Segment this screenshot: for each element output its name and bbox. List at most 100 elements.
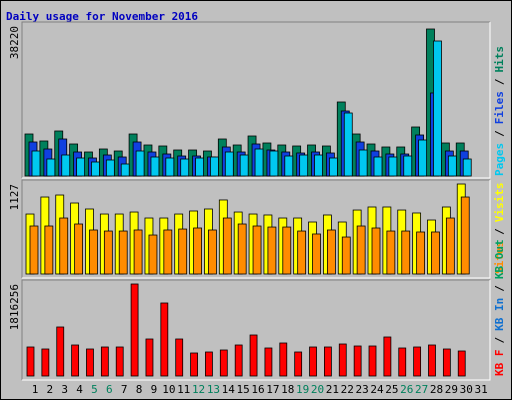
bar — [297, 230, 307, 275]
bar — [118, 230, 128, 275]
bar — [193, 227, 202, 275]
bar — [180, 158, 190, 177]
bar — [386, 230, 396, 275]
bar — [103, 230, 113, 275]
bar — [205, 351, 213, 377]
bar — [74, 223, 84, 275]
x-tick-label: 5 — [91, 383, 98, 396]
bar — [195, 157, 204, 177]
bar — [403, 155, 413, 177]
bar — [89, 229, 98, 275]
bar — [46, 158, 56, 177]
legend-separator: / — [493, 337, 506, 344]
bar — [178, 228, 188, 275]
x-tick-label: 10 — [162, 383, 175, 396]
bar — [284, 155, 294, 177]
legend-entry: KB Out — [493, 239, 506, 279]
chart-title: Daily usage for November 2016 — [6, 10, 198, 23]
bar — [133, 229, 143, 275]
y-tick-label: 1127 — [8, 184, 21, 211]
bar — [237, 223, 247, 275]
bar — [71, 344, 80, 377]
x-tick-label: 17 — [266, 383, 279, 396]
bar — [445, 217, 455, 275]
bar — [457, 350, 466, 377]
panel-border — [21, 21, 490, 178]
bar — [44, 225, 54, 275]
bar — [338, 343, 347, 377]
legend: Sites / Visits — [493, 183, 506, 275]
bar — [309, 346, 317, 377]
x-tick-label: 3 — [61, 383, 68, 396]
x-tick-label: 13 — [207, 383, 220, 396]
x-tick-label: 4 — [76, 383, 83, 396]
x-tick-label: 27 — [415, 383, 428, 396]
x-tick-label: 9 — [151, 383, 158, 396]
x-tick-label: 21 — [326, 383, 339, 396]
bar — [269, 150, 279, 177]
x-tick-label: 26 — [400, 383, 413, 396]
x-tick-label: 7 — [121, 383, 128, 396]
bar — [358, 149, 368, 177]
bar — [416, 231, 426, 275]
bar — [294, 351, 303, 377]
bar — [29, 225, 39, 275]
bar — [279, 342, 288, 377]
bar — [442, 348, 451, 377]
bar — [41, 348, 50, 377]
y-tick-label: 38220 — [8, 26, 21, 59]
bar — [356, 225, 366, 275]
bar — [433, 40, 442, 177]
bar — [252, 225, 262, 275]
bar — [249, 334, 258, 377]
x-tick-label: 2 — [47, 383, 54, 396]
x-tick-label: 30 — [460, 383, 473, 396]
x-tick-label: 23 — [356, 383, 369, 396]
bar — [398, 347, 407, 377]
bar — [462, 158, 472, 177]
x-tick-label: 15 — [237, 383, 250, 396]
x-tick-label: 22 — [341, 383, 354, 396]
x-tick-label: 28 — [430, 383, 443, 396]
bar — [61, 154, 71, 177]
bar — [373, 156, 383, 177]
bar — [371, 227, 381, 275]
panel-border — [22, 22, 491, 179]
x-tick-label: 20 — [311, 383, 324, 396]
bar — [135, 150, 145, 177]
panel-border — [22, 180, 491, 279]
bar — [383, 336, 392, 377]
bar — [222, 217, 232, 275]
bar — [86, 348, 94, 377]
bar — [343, 112, 353, 177]
x-tick-label: 16 — [251, 383, 264, 396]
x-tick-label: 31 — [474, 383, 487, 396]
legend-separator: / — [493, 78, 506, 85]
bar — [341, 236, 351, 275]
legend: Pages / Files / Hits — [493, 46, 506, 176]
bar — [130, 283, 139, 377]
bar — [282, 226, 292, 275]
x-tick-label: 14 — [222, 383, 236, 396]
bar — [31, 150, 41, 177]
bar — [388, 156, 398, 177]
bar — [165, 157, 175, 177]
x-tick-label: 24 — [370, 383, 384, 396]
bar — [56, 326, 65, 377]
legend-entry: Files — [493, 91, 506, 124]
bar — [208, 229, 217, 275]
panel-border — [21, 179, 490, 278]
bar — [299, 154, 309, 177]
bar — [234, 344, 243, 377]
bar — [175, 338, 184, 377]
bar — [447, 155, 457, 177]
bar — [163, 229, 173, 275]
bar — [368, 345, 377, 377]
legend-entry: Hits — [493, 46, 506, 73]
x-tick-label: 12 — [192, 383, 205, 396]
bar — [76, 157, 86, 177]
bar — [120, 163, 130, 177]
panel-border — [21, 279, 490, 380]
legend-separator: / — [493, 228, 506, 235]
bar — [312, 233, 321, 275]
